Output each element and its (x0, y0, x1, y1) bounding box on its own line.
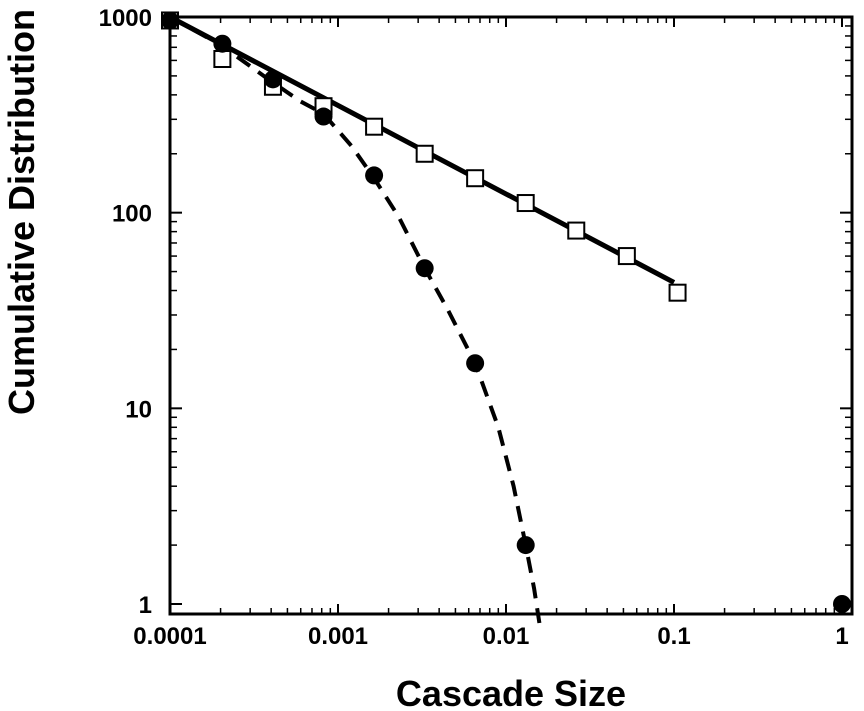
plot-frame (168, 15, 854, 616)
y-axis-title: Cumulative Distribution (1, 9, 42, 415)
filled-circle-point (314, 107, 333, 126)
open-square-point (415, 144, 434, 163)
open-square-point (365, 117, 384, 136)
open-square-point (213, 50, 232, 69)
filled-circle-point (161, 11, 179, 30)
y-tick-label: 1000 (99, 5, 152, 32)
data-points (161, 11, 851, 613)
x-tick-label: 0.1 (657, 623, 690, 650)
open-square-point (516, 194, 535, 213)
open-square-point (466, 169, 485, 188)
x-tick-label: 0.001 (308, 623, 368, 650)
filled-circle-point (213, 34, 232, 53)
filled-circle-point (516, 536, 535, 555)
y-tick-label: 10 (125, 396, 152, 423)
open-square-point (668, 283, 687, 302)
y-tick-label: 100 (112, 201, 152, 228)
x-tick-label: 0.0001 (133, 623, 206, 650)
dashed-fit-curve (169, 15, 542, 624)
x-axis-title: Cascade Size (396, 673, 626, 711)
filled-circle-point (263, 70, 282, 89)
filled-circle-point (833, 595, 851, 613)
filled-circle-point (466, 354, 485, 373)
fit-lines (168, 14, 676, 624)
x-tick-label: 1 (835, 623, 848, 650)
x-tick-label: 0.01 (483, 623, 530, 650)
filled-circle-point (365, 166, 384, 185)
open-square-point (617, 247, 636, 266)
open-square-point (567, 221, 586, 240)
axis-ticks: 0.0001 0.001 0.01 0.1 1 1 10 100 1000 (99, 5, 852, 650)
y-tick-label: 1 (139, 592, 152, 619)
filled-circle-point (415, 259, 434, 278)
